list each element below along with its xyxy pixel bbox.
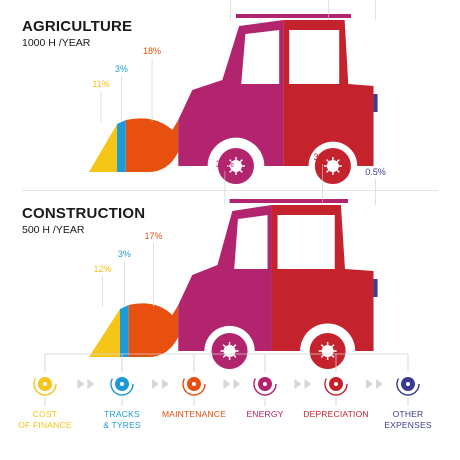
- bar-mark: [125, 118, 179, 172]
- construction-title: CONSTRUCTION: [22, 205, 146, 222]
- cab-window: [241, 30, 280, 84]
- agriculture-title: AGRICULTURE: [22, 18, 133, 35]
- wheel-spoke: [331, 354, 335, 358]
- legend-label-line1: COST: [32, 409, 58, 419]
- data-label: 3%: [118, 249, 131, 259]
- wheel-hub: [326, 160, 339, 172]
- data-label: 0.5%: [365, 167, 386, 177]
- legend-label: DEPRECIATION: [297, 409, 375, 420]
- legend-ring: [182, 372, 206, 396]
- legend-ring: [110, 372, 134, 396]
- agriculture-subtitle: 1000 H /YEAR: [22, 37, 91, 49]
- legend-label-line1: DEPRECIATION: [303, 409, 369, 419]
- icon-glyph: [192, 382, 196, 386]
- icon-glyph: [263, 382, 267, 386]
- legend-label: COST OF FINANCE: [6, 409, 84, 431]
- data-label: 35%: [314, 152, 332, 162]
- legend-label: ENERGY: [226, 409, 304, 420]
- arrow-icon: [87, 379, 95, 389]
- data-label: 12%: [93, 264, 111, 274]
- arrow-icon: [77, 379, 85, 389]
- cab-window: [234, 215, 268, 269]
- bar-mark: [119, 305, 129, 357]
- wheel-spoke: [336, 159, 340, 163]
- wheel-spoke: [222, 344, 226, 348]
- data-label: 32%: [216, 159, 234, 169]
- cab-window: [289, 30, 340, 84]
- roof-bar: [235, 14, 351, 18]
- icon-glyph: [120, 382, 124, 386]
- legend-label-line1: MAINTENANCE: [161, 409, 227, 419]
- wheel-spoke: [320, 354, 324, 358]
- arrow-icon: [223, 379, 231, 389]
- wheel-spoke: [229, 169, 233, 173]
- bar-mark: [117, 120, 126, 172]
- legend-label: OTHER EXPENSES: [369, 409, 447, 431]
- arrow-icon: [294, 379, 302, 389]
- wheel-spoke: [229, 159, 233, 163]
- cab-window: [277, 215, 335, 269]
- legend-label-line2: & TYRES: [103, 420, 141, 430]
- bar-mark: [89, 309, 120, 357]
- data-label: 18%: [143, 46, 161, 56]
- separator: [22, 190, 438, 191]
- icon-glyph: [334, 382, 338, 386]
- wheel-hub: [321, 345, 334, 357]
- legend-ring: [324, 372, 348, 396]
- bar-mark: [128, 303, 179, 357]
- machine-0: 11%3%18%36%31%0.5%: [89, 0, 378, 186]
- wheel-spoke: [233, 354, 237, 358]
- arrow-icon: [162, 379, 169, 389]
- bar-mark: [373, 279, 378, 297]
- arrow-icon: [376, 379, 383, 389]
- wheel-spoke: [320, 344, 324, 348]
- legend-label-line1: ENERGY: [246, 409, 284, 419]
- arrow-icon: [152, 379, 159, 389]
- data-label: 11%: [92, 79, 109, 89]
- wheel-hub: [223, 345, 236, 357]
- arrow-icon: [366, 379, 373, 389]
- data-label: 3%: [115, 64, 128, 74]
- icon-glyph: [43, 382, 47, 386]
- wheel-hub: [229, 160, 242, 172]
- wheel-spoke: [239, 159, 243, 163]
- legend-label: MAINTENANCE: [155, 409, 233, 420]
- legend-label: TRACKS & TYRES: [83, 409, 161, 431]
- roof-bar: [229, 199, 349, 203]
- icon-glyph: [406, 382, 410, 386]
- wheel-spoke: [336, 169, 340, 173]
- construction-subtitle: 500 H /YEAR: [22, 224, 85, 236]
- legend-label-line1: TRACKS: [104, 409, 140, 419]
- data-label: 17%: [144, 231, 162, 241]
- legend-label-line1: OTHER: [392, 409, 424, 419]
- legend-ring: [396, 372, 420, 396]
- wheel-spoke: [325, 159, 330, 163]
- legend-label-line2: EXPENSES: [384, 420, 432, 430]
- arrow-icon: [233, 379, 241, 389]
- wheel-spoke: [239, 169, 243, 173]
- wheel-spoke: [222, 354, 226, 358]
- wheel-spoke: [325, 169, 330, 173]
- bar-mark: [373, 94, 378, 112]
- bar-mark: [89, 124, 118, 172]
- machine-1: 12% 3% 17% 32% 35% 0.5%: [89, 152, 386, 371]
- wheel-spoke: [233, 344, 237, 348]
- wheel-spoke: [331, 344, 335, 348]
- arrow-icon: [304, 379, 312, 389]
- legend-ring: [33, 372, 57, 396]
- legend-ring: [253, 372, 277, 396]
- legend-label-line2: OF FINANCE: [18, 420, 72, 430]
